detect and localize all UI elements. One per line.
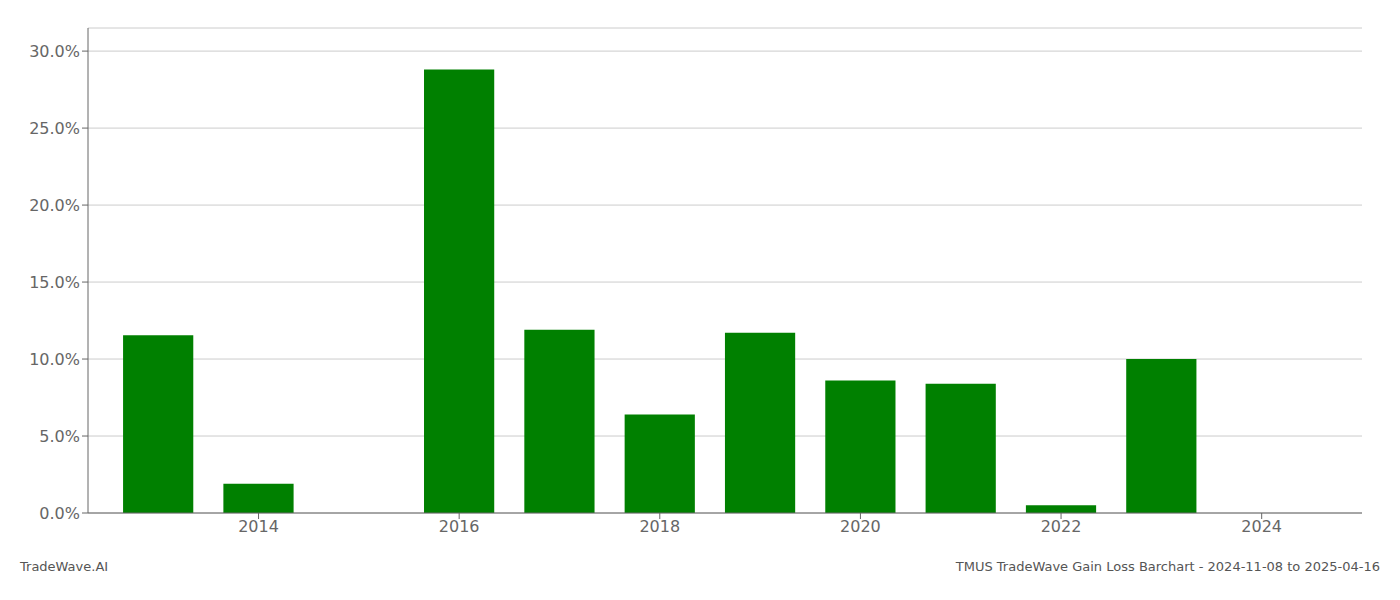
svg-text:5.0%: 5.0% (39, 427, 80, 446)
svg-text:2016: 2016 (439, 517, 480, 536)
svg-text:2014: 2014 (238, 517, 279, 536)
html-text:TradeWave.AI: TradeWave.AI (20, 559, 109, 574)
svg-text:2018: 2018 (639, 517, 680, 536)
svg-text:10.0%: 10.0% (29, 350, 80, 369)
svg-text:15.0%: 15.0% (29, 273, 80, 292)
html-text:TMUS TradeWave Gain Loss Barch: TMUS TradeWave Gain Loss Barchart - 2024… (955, 559, 1380, 574)
svg-text:2024: 2024 (1241, 517, 1282, 536)
svg-text:30.0%: 30.0% (29, 42, 80, 61)
svg-text:0.0%: 0.0% (39, 504, 80, 523)
svg-text:25.0%: 25.0% (29, 119, 80, 138)
svg-text:2022: 2022 (1041, 517, 1082, 536)
svg-text:20.0%: 20.0% (29, 196, 80, 215)
svg-text:2020: 2020 (840, 517, 881, 536)
